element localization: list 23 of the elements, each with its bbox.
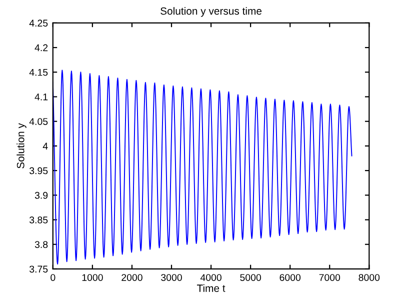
x-tick-label: 1000 (82, 274, 103, 281)
x-tick-label: 3000 (161, 274, 182, 281)
y-tick-label: 4.2 (34, 44, 48, 52)
y-tick-label: 4.15 (29, 68, 48, 76)
y-tick-label: 3.85 (30, 216, 48, 224)
x-tick-label: 4000 (200, 274, 222, 281)
y-tick-label: 3.9 (34, 192, 48, 199)
y-tick-label: 4 (42, 142, 48, 150)
y-tick-label: 3.8 (34, 241, 48, 248)
y-axis-title: Solution y (16, 123, 26, 168)
y-tick-label: 3.95 (30, 167, 48, 174)
x-tick-label: 6000 (280, 274, 301, 281)
x-axis-title: Time t (196, 284, 226, 292)
y-tick-label: 4.05 (29, 118, 48, 125)
x-tick-label: 8000 (358, 274, 380, 281)
x-tick-label: 7000 (319, 274, 340, 281)
chart-title: Solution y versus time (160, 7, 262, 17)
y-tick-label: 4.25 (29, 20, 48, 27)
x-tick-label: 0 (50, 274, 56, 281)
x-tick-label: 2000 (122, 274, 142, 281)
y-tick-label: 4.1 (34, 94, 48, 100)
y-tick-label: 3.75 (30, 266, 48, 273)
x-tick-label: 5000 (240, 274, 261, 281)
